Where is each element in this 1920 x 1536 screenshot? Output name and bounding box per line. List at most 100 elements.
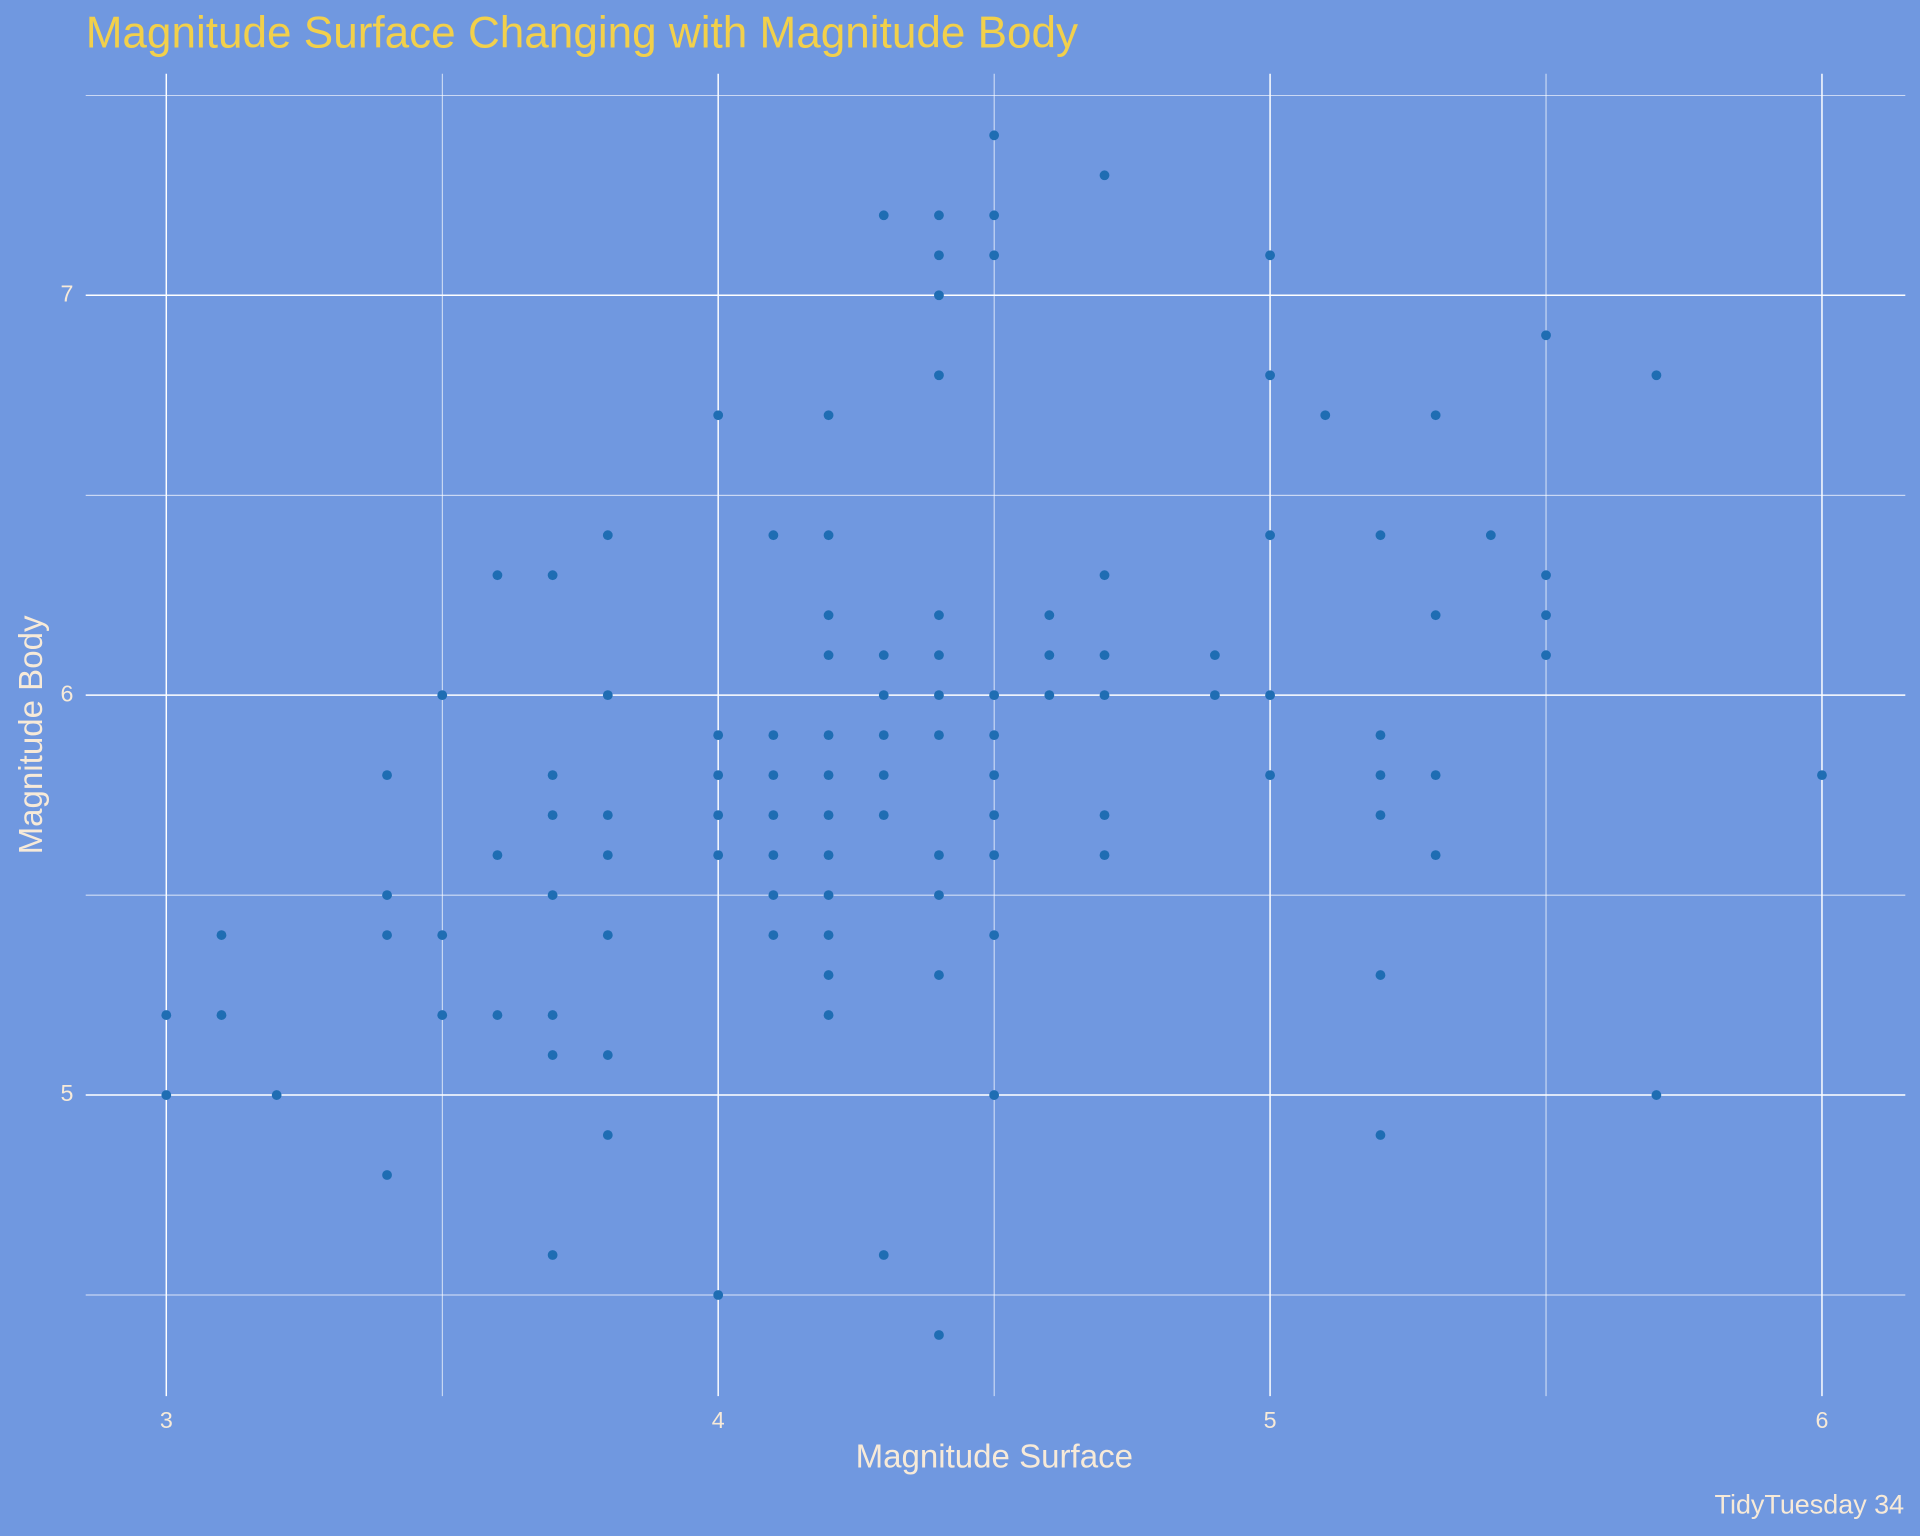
point (768, 730, 779, 741)
point (1541, 330, 1551, 341)
point (1541, 610, 1551, 621)
point (1044, 650, 1055, 661)
point (1430, 410, 1441, 421)
point (1541, 650, 1551, 661)
y-axis-label: Magnitude Body (13, 615, 50, 854)
point (823, 730, 834, 741)
point (1044, 610, 1055, 621)
point (1651, 1090, 1662, 1100)
point (713, 810, 724, 821)
x-tick-label: 6 (1816, 1407, 1829, 1433)
point (713, 410, 724, 421)
point (1099, 850, 1110, 861)
point (1430, 610, 1441, 621)
point (1375, 730, 1386, 741)
point (602, 1130, 613, 1140)
point (1099, 570, 1110, 581)
point (547, 890, 558, 900)
point (382, 1170, 392, 1180)
point (1099, 170, 1110, 181)
point (437, 690, 448, 701)
point (1099, 650, 1110, 661)
point (713, 850, 724, 861)
point (934, 890, 944, 900)
point (934, 690, 944, 701)
point (1265, 770, 1275, 781)
point (1265, 250, 1275, 261)
point (989, 930, 1000, 940)
point (1817, 770, 1827, 781)
point (602, 1050, 613, 1060)
point (934, 730, 944, 741)
point (823, 410, 834, 421)
point (768, 770, 779, 781)
point (989, 810, 1000, 821)
point (934, 650, 944, 661)
point (547, 1250, 558, 1260)
point (934, 610, 944, 621)
point (934, 250, 944, 261)
point (1320, 410, 1331, 421)
y-tick-label: 6 (61, 680, 74, 706)
point (1430, 850, 1441, 861)
point (602, 850, 613, 861)
point (437, 930, 448, 940)
point (602, 930, 613, 940)
x-tick-label: 5 (1264, 1407, 1277, 1433)
point (989, 730, 1000, 741)
point (547, 1050, 558, 1060)
point (492, 850, 503, 861)
y-tick-label: 5 (61, 1080, 74, 1106)
point (823, 1010, 834, 1020)
point (547, 810, 558, 821)
point (1044, 690, 1055, 701)
point (492, 570, 503, 581)
point (382, 770, 392, 781)
point (989, 250, 1000, 261)
point (768, 890, 779, 900)
point (161, 1090, 172, 1100)
point (989, 1090, 1000, 1100)
point (934, 970, 944, 980)
point (934, 370, 944, 381)
point (1375, 970, 1386, 980)
point (161, 1010, 172, 1020)
point (878, 1250, 889, 1260)
point (934, 210, 944, 221)
point (878, 210, 889, 221)
point (1099, 810, 1110, 821)
point (823, 890, 834, 900)
x-tick-label: 3 (160, 1407, 173, 1433)
point (989, 690, 1000, 701)
point (713, 1290, 724, 1300)
point (823, 650, 834, 661)
chart-title: Magnitude Surface Changing with Magnitud… (86, 8, 1078, 57)
point (602, 690, 613, 701)
point (934, 290, 944, 301)
point (547, 1010, 558, 1020)
point (934, 1330, 944, 1340)
point (989, 130, 1000, 141)
point (823, 770, 834, 781)
point (602, 530, 613, 541)
point (1265, 530, 1275, 541)
point (547, 570, 558, 581)
point (1541, 570, 1551, 581)
point (1265, 690, 1275, 701)
point (823, 810, 834, 821)
point (768, 810, 779, 821)
point (823, 970, 834, 980)
point (768, 930, 779, 940)
point (1485, 530, 1496, 541)
point (878, 730, 889, 741)
point (216, 930, 227, 940)
point (989, 210, 1000, 221)
x-tick-label: 4 (712, 1407, 725, 1433)
point (823, 610, 834, 621)
point (382, 930, 392, 940)
caption: TidyTuesday 34 (1715, 1489, 1905, 1519)
point (1430, 770, 1441, 781)
point (989, 770, 1000, 781)
point (878, 770, 889, 781)
